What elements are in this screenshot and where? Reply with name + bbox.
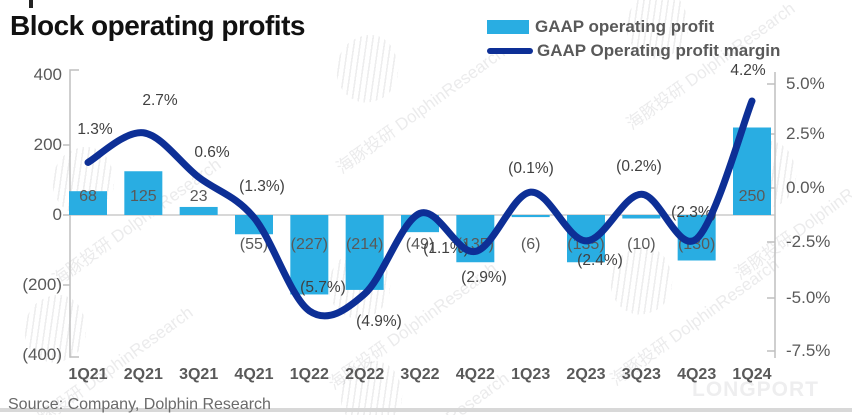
right-axis-tick-label: -7.5% bbox=[786, 341, 831, 360]
top-edge-mark bbox=[29, 0, 33, 8]
bar bbox=[234, 215, 273, 235]
legend-label-bar: GAAP operating profit bbox=[535, 17, 715, 36]
x-axis-label: 2Q22 bbox=[345, 366, 385, 383]
right-axis-line bbox=[767, 72, 776, 358]
dolphin-logo-stripes-icon bbox=[332, 355, 410, 415]
right-axis-tick-label: -5.0% bbox=[786, 288, 831, 307]
line-series-swatch bbox=[487, 48, 533, 54]
diagonal-watermark: 海豚投研 DolphinResearch bbox=[34, 141, 237, 290]
dolphin-logo-stripes-icon bbox=[44, 141, 122, 221]
diagonal-watermark: 海豚投研 DolphinResearch bbox=[716, 135, 852, 284]
x-axis-label: 3Q23 bbox=[621, 366, 661, 383]
watermark-text: 海豚投研 DolphinResearch bbox=[332, 42, 509, 178]
left-axis-tick-label: 400 bbox=[33, 65, 62, 84]
x-axis-label: 4Q21 bbox=[234, 366, 274, 383]
bar-value-label: (135) bbox=[567, 236, 605, 253]
bar-value-label: (6) bbox=[520, 236, 541, 253]
bar bbox=[566, 215, 605, 263]
x-axis-label: 3Q21 bbox=[179, 366, 219, 383]
watermark-text: 海豚投研 DolphinResearch bbox=[324, 258, 501, 394]
watermark-text: 海豚投研 DolphinResearch bbox=[730, 148, 852, 284]
x-axis-label: 1Q22 bbox=[289, 366, 329, 383]
margin-point-label: (2.9%) bbox=[461, 269, 507, 286]
x-axis-label: 2Q21 bbox=[123, 366, 163, 383]
bar bbox=[124, 171, 163, 215]
legend-item-bar: GAAP operating profit bbox=[487, 15, 780, 39]
x-axis-label: 2Q23 bbox=[566, 366, 606, 383]
bar-value-label: (227) bbox=[290, 236, 329, 253]
bar-value-label: 125 bbox=[129, 188, 157, 205]
left-axis-tick-label: 200 bbox=[33, 135, 62, 154]
bar bbox=[456, 215, 495, 263]
right-axis-tick-label: -2.5% bbox=[786, 232, 831, 251]
right-axis-tick-label: 0.0% bbox=[786, 178, 825, 197]
bar bbox=[290, 215, 329, 295]
margin-point-label: (5.7%) bbox=[300, 279, 346, 296]
margin-point-label: 4.2% bbox=[730, 62, 766, 79]
margin-point-label: (0.2%) bbox=[616, 158, 662, 175]
margin-point-label: (1.1%) bbox=[423, 240, 469, 257]
dolphin-logo-stripes-icon bbox=[328, 29, 406, 109]
chart-title: Block operating profits bbox=[10, 10, 305, 41]
left-axis-tick-label: 0 bbox=[52, 205, 62, 224]
left-axis-tick-label: (400) bbox=[22, 345, 62, 364]
dolphin-logo-stripes-icon bbox=[16, 289, 94, 369]
bar bbox=[69, 191, 107, 215]
margin-point-label: (4.9%) bbox=[356, 313, 402, 330]
left-axis-tick-label: (200) bbox=[22, 275, 62, 294]
corner-watermark: LONGPORT bbox=[692, 378, 819, 401]
diagonal-watermark: 海豚投研 DolphinResearch bbox=[310, 245, 513, 394]
bar-value-label: (130) bbox=[677, 236, 716, 253]
right-axis-tick-label: 2.5% bbox=[786, 124, 825, 143]
bar-value-label: (214) bbox=[345, 236, 384, 253]
x-axis-label: 1Q21 bbox=[68, 366, 108, 383]
bar bbox=[622, 215, 661, 219]
bar bbox=[400, 215, 439, 233]
bar-value-label: (55) bbox=[239, 236, 269, 253]
x-axis-label: 1Q23 bbox=[511, 366, 551, 383]
bar bbox=[179, 206, 218, 215]
x-axis-label: 4Q22 bbox=[455, 366, 495, 383]
dolphin-logo-stripes-icon bbox=[726, 135, 804, 215]
diagonal-watermark: 海豚投研 DolphinResearch bbox=[592, 241, 795, 390]
bar-value-label: (49) bbox=[405, 236, 435, 253]
legend-label-line: GAAP Operating profit margin bbox=[537, 41, 781, 60]
watermark-text: 海豚投研 DolphinResearch bbox=[48, 154, 225, 290]
bottom-divider bbox=[0, 408, 852, 412]
bar-value-label: 68 bbox=[79, 188, 97, 205]
dolphin-logo-stripes-icon bbox=[602, 241, 680, 321]
margin-point-label: (0.1%) bbox=[508, 160, 554, 177]
left-axis-line bbox=[63, 69, 79, 358]
margin-point-label: (2.4%) bbox=[577, 252, 623, 269]
bar-value-label: (10) bbox=[627, 236, 656, 253]
bar-series-swatch bbox=[487, 20, 529, 34]
margin-point-label: 0.6% bbox=[194, 144, 230, 161]
x-axis-label: 3Q22 bbox=[400, 366, 440, 383]
diagonal-watermark: 海豚投研 DolphinResearch bbox=[6, 289, 209, 415]
right-axis-tick-label: 5.0% bbox=[786, 74, 825, 93]
legend-item-line: GAAP Operating profit margin bbox=[487, 39, 780, 63]
dolphin-logo-stripes-icon bbox=[320, 245, 398, 325]
margin-point-label: 1.3% bbox=[77, 121, 113, 138]
margin-line bbox=[84, 97, 756, 320]
bar bbox=[345, 215, 384, 290]
bar bbox=[511, 215, 550, 218]
bar-value-label: 23 bbox=[189, 188, 208, 205]
margin-point-label: (1.3%) bbox=[239, 178, 285, 195]
bar bbox=[677, 215, 716, 261]
margin-point-label: 2.7% bbox=[142, 92, 178, 109]
margin-point-label: (2.3%) bbox=[671, 204, 717, 221]
source-note: Source: Company, Dolphin Research bbox=[8, 396, 271, 413]
bar bbox=[732, 127, 771, 215]
watermark-text: 海豚投研 DolphinResearch bbox=[606, 254, 783, 390]
bar-value-label: 250 bbox=[738, 188, 766, 205]
legend: GAAP operating profit GAAP Operating pro… bbox=[487, 15, 780, 63]
bar-value-label: (135) bbox=[456, 236, 495, 253]
